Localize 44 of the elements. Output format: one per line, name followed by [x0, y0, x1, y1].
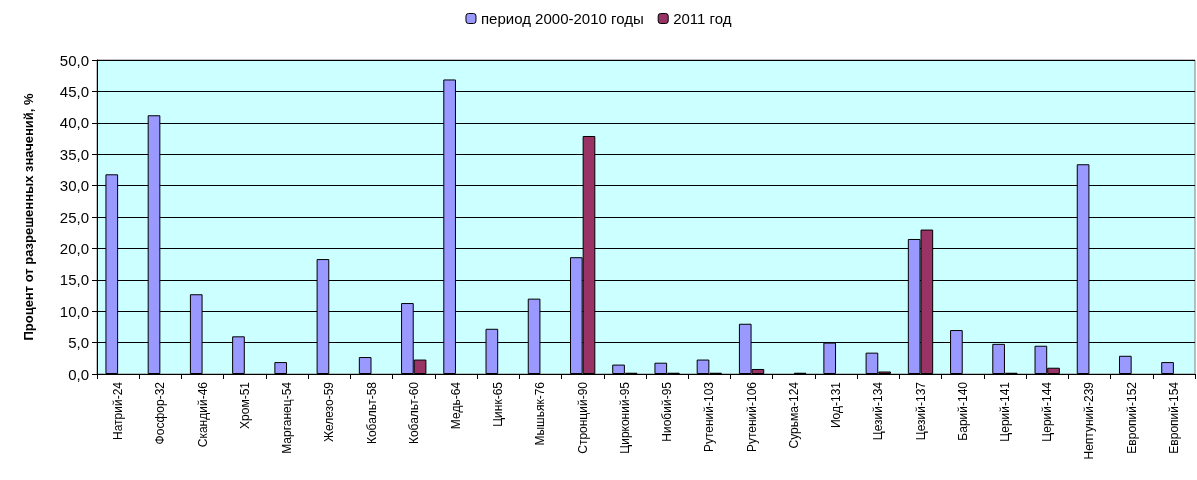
x-tick-label: Барий-140 [955, 381, 970, 441]
y-tick-label: 35,0 [59, 145, 89, 163]
y-tick-label: 5,0 [68, 334, 89, 352]
x-tick-label: Фосфор-32 [153, 381, 168, 445]
x-tick-label: Церий-144 [1040, 381, 1055, 442]
y-tick-label: 25,0 [59, 208, 89, 226]
x-tick-label: Иод-131 [829, 381, 844, 429]
x-tick-label: Рутений-106 [744, 381, 759, 453]
x-tick-label: Европий-152 [1124, 381, 1139, 454]
y-tick-label: 30,0 [59, 177, 89, 195]
y-tick-label: 15,0 [59, 271, 89, 289]
y-tick-label: 0,0 [68, 365, 89, 383]
y-tick-label: 10,0 [59, 302, 89, 320]
x-tick-label: Мышьяк-76 [533, 381, 548, 446]
y-axis-title: Процент от разрешенных значений, % [21, 92, 36, 341]
x-tick-label: Кобальт-60 [406, 381, 421, 445]
legend-label: период 2000-2010 годы [480, 10, 644, 27]
x-tick-label: Цезий-137 [913, 381, 928, 441]
x-tick-label: Хром-51 [237, 381, 252, 429]
x-tick-label: Ниобий-95 [660, 381, 675, 442]
x-tick-label: Цирконий-95 [617, 381, 632, 454]
x-tick-label: Рутений-103 [702, 381, 717, 453]
x-tick-label: Сурьма-124 [786, 381, 801, 449]
x-tick-label: Марганец-54 [280, 381, 295, 454]
x-tick-label: Церий-141 [997, 381, 1012, 442]
x-tick-label: Цезий-134 [871, 381, 886, 441]
y-tick-label: 20,0 [59, 239, 89, 257]
bar [274, 362, 288, 374]
x-tick-label: Натрий-24 [111, 381, 126, 440]
x-tick-label: Кобальт-58 [364, 381, 379, 445]
y-tick-label: 40,0 [59, 114, 89, 132]
x-tick-label: Европий-154 [1166, 381, 1181, 454]
legend-label: 2011 год [673, 10, 732, 27]
x-tick-label: Стронций-90 [575, 381, 590, 454]
x-tick-label: Скандий-46 [195, 381, 210, 448]
y-tick-label: 45,0 [59, 82, 89, 100]
x-tick-label: Цинк-65 [491, 381, 506, 427]
bar [358, 357, 372, 374]
x-tick-label: Железо-59 [322, 381, 337, 443]
x-tick-label: Нептуний-239 [1082, 381, 1097, 460]
bar [1118, 355, 1132, 374]
bar [1161, 362, 1174, 374]
y-tick-label: 50,0 [59, 51, 89, 69]
x-tick-label: Медь-64 [448, 381, 463, 430]
